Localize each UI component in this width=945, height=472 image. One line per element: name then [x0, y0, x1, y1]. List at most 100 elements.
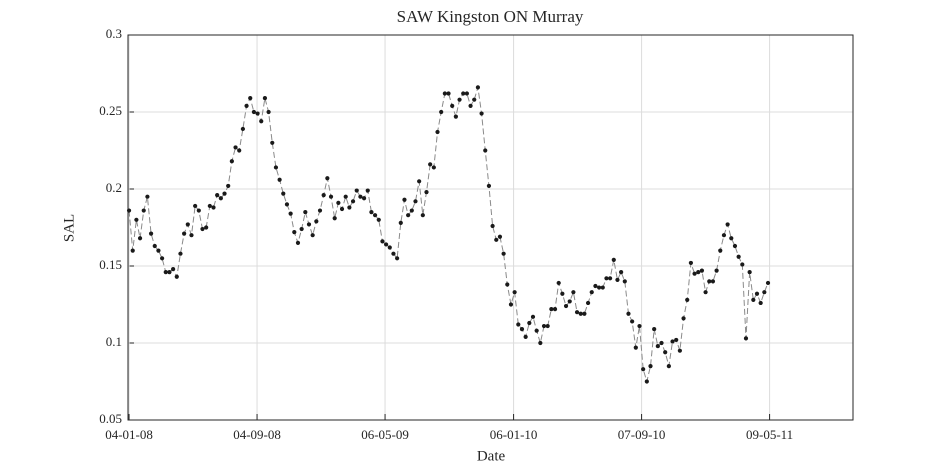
data-point: [145, 194, 150, 199]
data-point: [563, 303, 569, 309]
data-point: [718, 248, 723, 253]
data-point: [457, 97, 462, 102]
data-point: [527, 320, 532, 326]
data-point: [395, 256, 400, 261]
data-point: [306, 222, 312, 227]
data-point: [233, 145, 238, 150]
data-point: [608, 276, 613, 281]
data-point: [508, 302, 514, 307]
data-point: [523, 334, 528, 339]
data-point: [137, 236, 143, 241]
data-point: [751, 297, 756, 302]
data-point: [332, 216, 337, 221]
data-point: [204, 225, 209, 230]
data-point: [688, 260, 693, 266]
data-point: [303, 210, 308, 215]
data-point: [552, 307, 558, 312]
data-point: [251, 109, 257, 115]
plot-frame: [127, 34, 854, 421]
data-point: [402, 197, 407, 202]
data-point: [350, 199, 356, 204]
data-point: [699, 268, 705, 273]
data-point: [450, 103, 455, 108]
data-point: [659, 340, 664, 346]
data-point: [314, 219, 319, 224]
data-point: [541, 323, 547, 329]
data-point: [358, 194, 363, 199]
data-point: [255, 111, 260, 116]
data-point: [512, 290, 517, 295]
data-point: [354, 188, 359, 193]
data-point: [361, 196, 367, 201]
x-tick-label: 06-01-10: [490, 427, 538, 442]
data-point: [707, 279, 712, 284]
data-point: [167, 270, 172, 275]
data-point: [567, 299, 572, 304]
data-point: [519, 327, 525, 332]
data-point: [681, 316, 686, 321]
data-point: [655, 343, 660, 349]
y-tick-label: 0.25: [99, 103, 122, 118]
data-point: [126, 208, 132, 213]
data-point: [431, 165, 436, 170]
data-point: [163, 270, 168, 275]
data-point: [248, 96, 253, 101]
data-point: [556, 280, 561, 286]
data-point: [325, 176, 330, 181]
data-point: [538, 340, 543, 346]
data-point: [633, 345, 638, 350]
data-point: [372, 213, 378, 218]
data-point: [435, 129, 440, 135]
data-point: [685, 297, 690, 302]
data-point: [376, 217, 381, 222]
data-point: [207, 203, 212, 209]
y-tick-label: 0.15: [99, 257, 122, 272]
data-point: [725, 222, 730, 227]
data-point: [321, 193, 326, 198]
data-point: [516, 322, 521, 327]
data-point: [483, 148, 488, 153]
data-point: [240, 126, 245, 132]
y-tick-label: 0.05: [99, 411, 122, 426]
data-point: [259, 119, 264, 124]
data-point: [729, 236, 734, 241]
data-point: [288, 211, 293, 216]
data-point: [743, 336, 749, 341]
data-point: [222, 191, 227, 196]
x-tick-label: 06-05-09: [361, 427, 409, 442]
data-point: [490, 223, 495, 229]
data-point: [453, 114, 458, 119]
data-point: [406, 213, 411, 218]
data-point: [130, 248, 135, 253]
data-point: [765, 280, 771, 286]
data-point: [626, 311, 631, 316]
data-point: [270, 140, 275, 145]
data-point: [710, 279, 716, 284]
data-point: [585, 300, 591, 306]
data-point: [193, 203, 198, 209]
x-tick-label: 07-09-10: [618, 427, 666, 442]
x-tick-label: 04-09-08: [233, 427, 281, 442]
data-point: [600, 285, 605, 290]
data-point: [674, 337, 679, 343]
data-point: [244, 103, 249, 108]
data-point: [475, 85, 481, 90]
data-point: [237, 148, 242, 153]
data-point: [692, 271, 697, 276]
data-point: [732, 243, 738, 249]
data-point: [736, 254, 741, 259]
data-point: [277, 177, 282, 182]
data-point: [295, 240, 301, 245]
data-point: [262, 96, 268, 101]
data-point: [468, 103, 473, 108]
data-point: [413, 199, 418, 204]
data-point: [200, 226, 205, 232]
data-point: [604, 276, 609, 281]
data-point: [428, 162, 433, 167]
data-point: [530, 314, 536, 319]
data-point: [141, 208, 146, 213]
data-point: [534, 328, 539, 333]
data-point: [148, 231, 154, 236]
